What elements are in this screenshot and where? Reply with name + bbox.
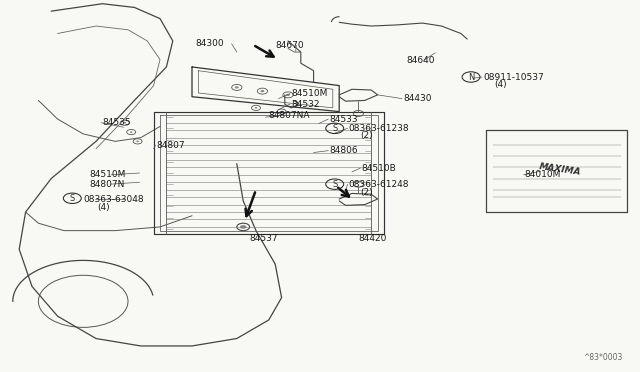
Text: 08363-61238: 08363-61238 bbox=[349, 124, 410, 133]
Text: 84537: 84537 bbox=[250, 234, 278, 243]
Text: MAXIMA: MAXIMA bbox=[538, 162, 582, 177]
Text: (2): (2) bbox=[360, 131, 373, 140]
Circle shape bbox=[235, 86, 239, 89]
Text: 08911-10537: 08911-10537 bbox=[483, 73, 544, 81]
Text: 84430: 84430 bbox=[403, 94, 432, 103]
Text: 84670: 84670 bbox=[275, 41, 304, 50]
Circle shape bbox=[136, 141, 139, 142]
Text: 84420: 84420 bbox=[358, 234, 387, 243]
Text: 08363-63048: 08363-63048 bbox=[83, 195, 144, 203]
Text: 84510M: 84510M bbox=[90, 170, 126, 179]
Circle shape bbox=[124, 122, 126, 124]
Text: 08363-61248: 08363-61248 bbox=[349, 180, 410, 189]
Text: S: S bbox=[70, 194, 75, 203]
Circle shape bbox=[260, 90, 264, 92]
Text: (2): (2) bbox=[360, 188, 373, 197]
Text: ^83*0003: ^83*0003 bbox=[582, 353, 622, 362]
Circle shape bbox=[240, 225, 246, 229]
Text: 84510M: 84510M bbox=[291, 89, 328, 98]
Text: 84010M: 84010M bbox=[525, 170, 561, 179]
Text: 84510B: 84510B bbox=[362, 164, 396, 173]
Text: 84533: 84533 bbox=[330, 115, 358, 124]
Text: 84535: 84535 bbox=[102, 118, 131, 127]
Text: 84807NA: 84807NA bbox=[269, 111, 310, 120]
Circle shape bbox=[280, 111, 283, 112]
Text: 84807N: 84807N bbox=[90, 180, 125, 189]
Circle shape bbox=[255, 107, 257, 109]
Text: 84807: 84807 bbox=[157, 141, 186, 150]
Text: 84806: 84806 bbox=[330, 146, 358, 155]
Text: S: S bbox=[332, 124, 337, 133]
Text: 84300: 84300 bbox=[195, 39, 224, 48]
Text: S: S bbox=[332, 180, 337, 189]
Text: 84532: 84532 bbox=[291, 100, 320, 109]
Text: N: N bbox=[468, 73, 474, 81]
Circle shape bbox=[130, 131, 132, 133]
Circle shape bbox=[286, 94, 290, 96]
Text: (4): (4) bbox=[495, 80, 508, 89]
Text: 84640: 84640 bbox=[406, 56, 435, 65]
Text: (4): (4) bbox=[97, 203, 110, 212]
